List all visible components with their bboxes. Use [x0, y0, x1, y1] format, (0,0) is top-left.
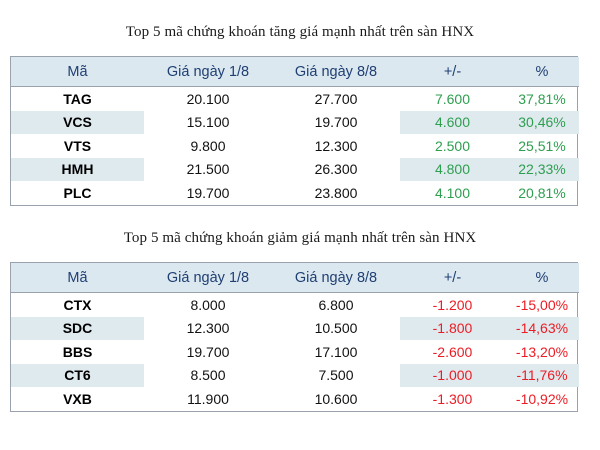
cell-price1: 19.700	[186, 184, 230, 201]
cell-delta: -1.200	[432, 296, 473, 313]
cell-percent: 22,33%	[505, 157, 579, 181]
cell-code: VTS	[63, 137, 92, 154]
cell-price1: 19.700	[186, 343, 230, 360]
cell-percent: 25,51%	[518, 137, 566, 154]
cell-price2: 10.600	[314, 390, 358, 407]
cell-delta: -1.000	[400, 363, 505, 387]
table-row: VXB 11.900 10.600 -1.300 -10,92%	[11, 387, 579, 411]
cell-price1: 20.100	[186, 90, 230, 107]
cell-percent: -13,20%	[515, 343, 569, 360]
losers-table: Mã Giá ngày 1/8 Giá ngày 8/8 +/- % CTX 8…	[11, 263, 579, 411]
table-row: VCS 15.100 19.700 4.600 30,46%	[11, 110, 579, 134]
cell-code: CTX	[63, 296, 92, 313]
losers-table-container: Mã Giá ngày 1/8 Giá ngày 8/8 +/- % CTX 8…	[10, 262, 579, 412]
cell-code: BBS	[62, 343, 93, 360]
column-header-price2: Giá ngày 8/8	[272, 57, 400, 87]
cell-price2: 7.500	[318, 367, 354, 384]
losers-table-head: Mã Giá ngày 1/8 Giá ngày 8/8 +/- %	[11, 263, 579, 293]
cell-price2: 6.800	[318, 296, 354, 313]
column-header-price1: Giá ngày 1/8	[144, 57, 272, 87]
cell-price1: 11.900	[187, 390, 229, 407]
column-header-price2: Giá ngày 8/8	[272, 263, 400, 293]
cell-delta: 4.100	[434, 184, 471, 201]
gainers-section-title: Top 5 mã chứng khoán tăng giá mạnh nhất …	[125, 24, 475, 40]
cell-price1: 21.500	[186, 161, 230, 178]
cell-price2: 23.800	[314, 184, 358, 201]
column-header-price1: Giá ngày 1/8	[144, 263, 272, 293]
table-row: PLC 19.700 23.800 4.100 20,81%	[11, 181, 579, 205]
cell-percent: 37,81%	[518, 90, 566, 107]
cell-code: PLC	[63, 184, 92, 201]
table-row: VTS 9.800 12.300 2.500 25,51%	[11, 134, 579, 158]
gainers-table: Mã Giá ngày 1/8 Giá ngày 8/8 +/- % TAG 2…	[11, 57, 579, 205]
cell-price1: 12.300	[186, 320, 230, 337]
table-row: CT6 8.500 7.500 -1.000 -11,76%	[11, 363, 579, 387]
gainers-table-head: Mã Giá ngày 1/8 Giá ngày 8/8 +/- %	[11, 57, 579, 87]
cell-price1: 8.000	[190, 296, 226, 313]
cell-percent: -10,92%	[515, 390, 569, 407]
cell-code: VCS	[11, 110, 144, 134]
table-row: CTX 8.000 6.800 -1.200 -15,00%	[11, 293, 579, 317]
column-header-delta: +/-	[400, 57, 505, 87]
losers-section-title: Top 5 mã chứng khoán giảm giá mạnh nhất …	[123, 230, 477, 246]
table-row: HMH 21.500 26.300 4.800 22,33%	[11, 157, 579, 181]
cell-price1: 8.500	[190, 367, 226, 384]
table-row: TAG 20.100 27.700 7.600 37,81%	[11, 87, 579, 111]
cell-delta: -1.300	[432, 390, 473, 407]
column-header-code: Mã	[11, 57, 144, 87]
cell-delta: 7.600	[434, 90, 471, 107]
cell-delta: -2.600	[432, 343, 473, 360]
losers-table-body: CTX 8.000 6.800 -1.200 -15,00% SDC 12.30…	[11, 293, 579, 411]
cell-percent: -14,63%	[505, 316, 579, 340]
table-header-row: Mã Giá ngày 1/8 Giá ngày 8/8 +/- %	[11, 57, 579, 87]
cell-delta: 4.800	[400, 157, 505, 181]
cell-code: TAG	[63, 90, 92, 107]
column-header-code: Mã	[11, 263, 144, 293]
cell-percent: 20,81%	[518, 184, 566, 201]
cell-price2: 12.300	[314, 137, 358, 154]
cell-delta: -1.800	[400, 316, 505, 340]
gainers-table-container: Mã Giá ngày 1/8 Giá ngày 8/8 +/- % TAG 2…	[10, 56, 579, 206]
cell-percent: -11,76%	[505, 363, 579, 387]
cell-price2: 27.700	[314, 90, 358, 107]
table-header-row: Mã Giá ngày 1/8 Giá ngày 8/8 +/- %	[11, 263, 579, 293]
cell-price1: 9.800	[190, 137, 226, 154]
table-row: SDC 12.300 10.500 -1.800 -14,63%	[11, 316, 579, 340]
cell-price2: 19.700	[314, 114, 358, 131]
cell-code: VXB	[63, 390, 92, 407]
cell-price1: 15.100	[186, 114, 230, 131]
gainers-table-body: TAG 20.100 27.700 7.600 37,81% VCS 15.10…	[11, 87, 579, 205]
cell-delta: 2.500	[434, 137, 471, 154]
cell-price2: 26.300	[314, 161, 358, 178]
cell-code: HMH	[11, 157, 144, 181]
cell-price2: 10.500	[314, 320, 358, 337]
column-header-delta: +/-	[400, 263, 505, 293]
cell-percent: -15,00%	[515, 296, 569, 313]
cell-code: CT6	[11, 363, 144, 387]
column-header-percent: %	[505, 57, 579, 87]
table-row: BBS 19.700 17.100 -2.600 -13,20%	[11, 340, 579, 364]
cell-delta: 4.600	[400, 110, 505, 134]
cell-percent: 30,46%	[505, 110, 579, 134]
column-header-percent: %	[505, 263, 579, 293]
cell-code: SDC	[11, 316, 144, 340]
cell-price2: 17.100	[314, 343, 358, 360]
